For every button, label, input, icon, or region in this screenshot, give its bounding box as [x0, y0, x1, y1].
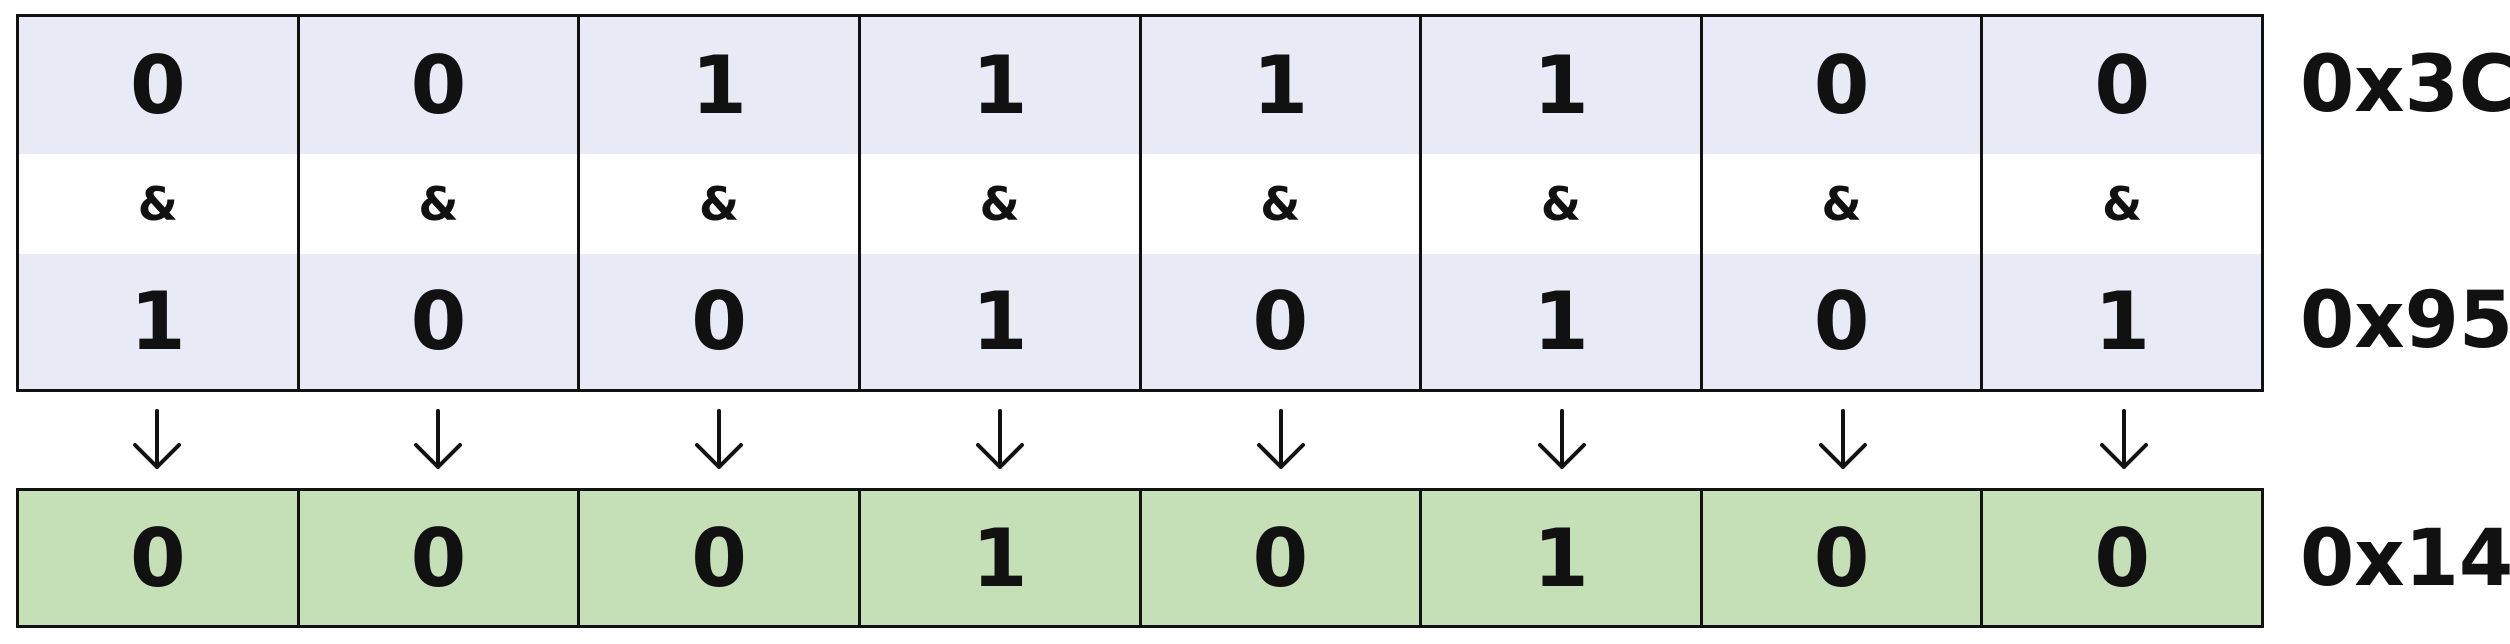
operand-a-bit-3: 1: [1138, 17, 1420, 154]
result-bit-5: 0: [577, 491, 858, 625]
operand-b-bit-6: 0: [296, 254, 578, 389]
down-arrow-icon: [1983, 408, 2264, 472]
result-bit-4: 1: [857, 491, 1139, 625]
operand-a-bit-7: 0: [129, 39, 186, 132]
and-operator: &: [296, 154, 578, 254]
operand-b-bit-2: 1: [1419, 254, 1700, 389]
operand-b-bit-7: 1: [129, 275, 186, 368]
operand-b-row: 1 0 0 1 0 1 0 1: [19, 254, 2261, 389]
result-table: 0 0 0 1 0 1 0 0: [16, 488, 2264, 628]
down-arrow-icon: [859, 408, 1140, 472]
operand-b-bit-3: 0: [1138, 254, 1420, 389]
and-operator: &: [1419, 154, 1700, 254]
and-operator: &: [1138, 154, 1420, 254]
down-arrow-icon: [1140, 408, 1421, 472]
and-operator: &: [1699, 154, 1981, 254]
operand-a-bit-1: 0: [1699, 17, 1981, 154]
down-arrow-icon: [16, 408, 297, 472]
result-bit-7: 0: [129, 511, 186, 605]
operand-b-hex-label: 0x95: [2300, 276, 2510, 366]
operand-a-bit-0: 0: [1980, 17, 2261, 154]
down-arrow-icon: [1421, 408, 1702, 472]
operand-b-bit-1: 0: [1699, 254, 1981, 389]
down-arrow-icon: [578, 408, 859, 472]
operand-b-bit-5: 0: [577, 254, 858, 389]
operand-a-hex-label: 0x3C: [2300, 40, 2510, 130]
operand-b-bit-0: 1: [1980, 254, 2261, 389]
operator-row: & & & & & & & &: [19, 154, 2261, 254]
operand-table: 0 0 1 1 1 1 0 0 & & & & & & & & 1 0 0 1 …: [16, 14, 2264, 392]
operand-a-bit-4: 1: [857, 17, 1139, 154]
operand-a-bit-6: 0: [296, 17, 578, 154]
result-bit-1: 0: [1699, 491, 1981, 625]
and-operator: &: [857, 154, 1139, 254]
down-arrow-icon: [297, 408, 578, 472]
result-bit-2: 1: [1419, 491, 1700, 625]
and-operator: &: [1980, 154, 2261, 254]
and-operator: &: [577, 154, 858, 254]
operand-a-bit-5: 1: [577, 17, 858, 154]
arrow-row: [16, 408, 2264, 472]
operand-a-row: 0 0 1 1 1 1 0 0: [19, 17, 2261, 154]
result-row: 0 0 0 1 0 1 0 0: [19, 491, 2261, 625]
result-bit-0: 0: [1980, 491, 2261, 625]
result-bit-3: 0: [1138, 491, 1420, 625]
and-operator: &: [137, 177, 178, 231]
operand-a-bit-2: 1: [1419, 17, 1700, 154]
down-arrow-icon: [1702, 408, 1983, 472]
result-bit-6: 0: [296, 491, 578, 625]
operand-b-bit-4: 1: [857, 254, 1139, 389]
result-hex-label: 0x14: [2300, 514, 2510, 604]
